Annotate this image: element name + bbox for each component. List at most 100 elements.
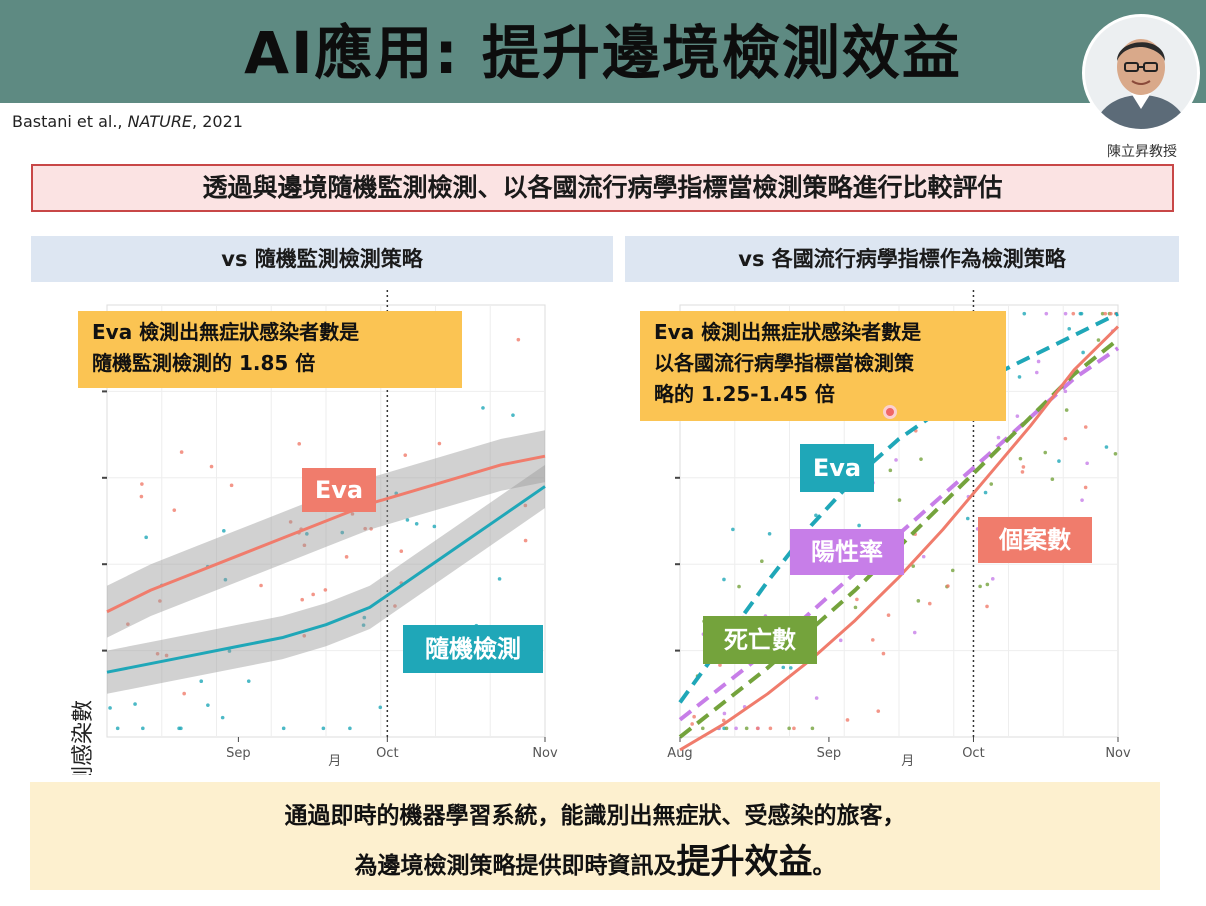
data-point (344, 555, 349, 559)
data-point (1063, 311, 1068, 316)
data-point (886, 613, 891, 617)
data-point (378, 705, 383, 710)
data-point (916, 599, 921, 603)
data-point (1036, 359, 1041, 364)
data-point (172, 508, 177, 512)
data-point (340, 530, 345, 535)
data-point (403, 453, 408, 457)
data-point (990, 577, 995, 581)
data-point (199, 679, 204, 684)
data-point (437, 441, 442, 446)
data-point (155, 652, 160, 656)
data-point (760, 559, 764, 564)
title-bar (0, 0, 1206, 103)
data-point (1043, 450, 1048, 455)
data-point (767, 532, 772, 536)
data-point (177, 726, 181, 731)
data-point (144, 535, 148, 540)
data-point (1109, 311, 1113, 316)
data-point (115, 726, 120, 731)
data-point (1081, 350, 1085, 355)
data-point (1067, 327, 1072, 331)
tag-positive-rate: 陽性率 (790, 529, 904, 575)
x-tick-label: Sep (226, 746, 251, 761)
data-point (1034, 370, 1039, 375)
data-point (855, 597, 859, 602)
data-point (788, 666, 793, 670)
data-point (1080, 498, 1084, 502)
data-point (814, 696, 819, 700)
data-point (1104, 445, 1109, 449)
data-point (737, 584, 741, 589)
data-point (718, 663, 722, 667)
data-point (838, 638, 843, 643)
data-point (1113, 451, 1118, 456)
data-point (722, 711, 727, 716)
data-point (755, 726, 760, 731)
data-point (1017, 375, 1022, 379)
data-point (297, 442, 302, 446)
data-point (894, 458, 898, 462)
data-point (787, 726, 791, 731)
left-note: Eva 檢測出無症狀感染者數是 隨機監測檢測的 1.85 倍 (78, 311, 462, 388)
note-line: 略的 1.25-1.45 倍 (654, 382, 835, 406)
data-point (871, 638, 875, 642)
y-axis-label: 檢測感染數 (71, 700, 96, 775)
data-point (731, 527, 735, 532)
data-point (781, 665, 786, 670)
x-axis-label: 月 (901, 754, 914, 769)
series-line (106, 454, 546, 614)
x-tick-label: Oct (376, 746, 398, 761)
data-point (810, 726, 815, 731)
cursor-marker (883, 405, 897, 419)
right-panel-heading: vs 各國流行病學指標作為檢測策略 (625, 236, 1179, 282)
data-point (369, 527, 373, 531)
data-point (288, 520, 293, 524)
data-point (300, 597, 304, 602)
data-point (126, 622, 130, 626)
data-point (393, 604, 397, 608)
data-point (912, 630, 917, 635)
data-point (206, 703, 210, 707)
data-point (690, 722, 694, 726)
data-point (792, 726, 796, 731)
data-point (302, 543, 307, 548)
series-line (679, 325, 1120, 752)
data-point (1057, 459, 1061, 463)
x-tick-label: Sep (817, 746, 842, 761)
data-point (361, 623, 366, 627)
data-point (305, 532, 309, 536)
data-point (1050, 477, 1055, 482)
data-point (223, 577, 228, 582)
left-panel-heading: vs 隨機監測檢測策略 (31, 236, 613, 282)
comparison-banner: 透過與邊境隨機監測檢測、以各國流行病學指標當檢測策略進行比較評估 (31, 164, 1174, 212)
data-point (158, 599, 162, 603)
data-point (1063, 389, 1068, 394)
data-point (734, 726, 738, 731)
data-point (321, 726, 326, 731)
data-point (700, 726, 705, 731)
note-line: 以各國流行病學指標當檢測策 (654, 351, 914, 375)
presenter-name: 陳立昇教授 (1107, 144, 1177, 160)
data-point (164, 653, 169, 658)
data-point (523, 503, 528, 508)
x-tick-label: Aug (667, 746, 692, 761)
tag-case-count: 個案數 (978, 517, 1092, 563)
data-point (1022, 311, 1027, 316)
confidence-band (107, 464, 545, 694)
data-point (362, 615, 367, 620)
data-point (209, 464, 214, 469)
data-point (311, 592, 315, 597)
data-point (1064, 408, 1069, 412)
data-point (983, 490, 988, 495)
data-point (857, 523, 861, 528)
presenter-photo (1082, 14, 1200, 132)
data-point (1063, 436, 1068, 441)
data-point (511, 413, 515, 417)
data-point (1103, 311, 1108, 316)
data-point (1021, 465, 1026, 469)
data-point (432, 524, 437, 529)
data-point (281, 726, 286, 731)
data-point (1015, 414, 1020, 418)
tag-eva-left: Eva (302, 468, 376, 512)
